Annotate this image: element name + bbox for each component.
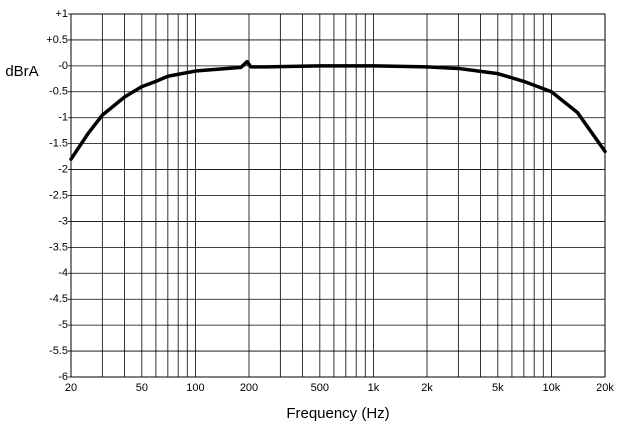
x-axis-label: Frequency (Hz) (286, 405, 389, 422)
y-tick-label: +1 (55, 8, 68, 20)
y-tick-label: -0.5 (49, 86, 68, 98)
x-tick-label: 50 (136, 382, 148, 394)
y-tick-label: -0 (58, 60, 68, 72)
x-tick-label: 20 (65, 382, 77, 394)
x-tick-label: 200 (240, 382, 258, 394)
y-tick-label: -2 (58, 163, 68, 175)
y-tick-label: +0.5 (46, 34, 68, 46)
response-curve (69, 59, 607, 161)
y-tick-label: -1 (58, 112, 68, 124)
y-tick-label: -4 (58, 267, 68, 279)
y-tick-label: -5.5 (49, 345, 68, 357)
y-tick-label: -3.5 (49, 241, 68, 253)
x-tick-label: 100 (186, 382, 204, 394)
y-tick-label: -6 (58, 371, 68, 383)
x-tick-label: 500 (311, 382, 329, 394)
x-tick-label: 10k (543, 382, 561, 394)
y-tick-label: -3 (58, 215, 68, 227)
x-tick-label: 2k (421, 382, 433, 394)
y-tick-label: -5 (58, 319, 68, 331)
x-tick-label: 1k (368, 382, 380, 394)
y-axis-label: dBrA (5, 63, 38, 80)
x-tick-label: 5k (492, 382, 504, 394)
y-tick-label: -2.5 (49, 189, 68, 201)
y-tick-label: -4.5 (49, 293, 68, 305)
y-tick-label: -1.5 (49, 138, 68, 150)
x-tick-label: 20k (596, 382, 614, 394)
